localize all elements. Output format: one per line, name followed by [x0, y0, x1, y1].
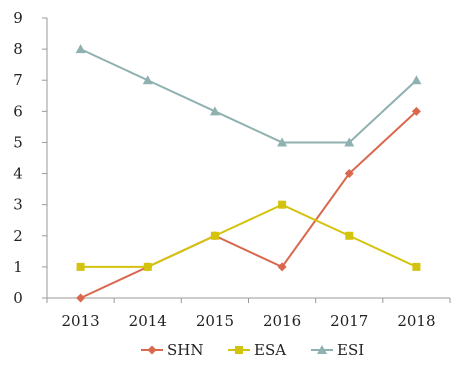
y-axis-ticks: 0 1 2 3 4 5 6 7 8 9	[13, 9, 47, 307]
series-line-shn	[80, 110, 418, 299]
legend-label: ESA	[254, 341, 286, 359]
data-point-esa	[412, 262, 421, 271]
data-point-esi	[142, 75, 153, 85]
y-tick-label: 2	[13, 227, 23, 245]
data-point-shn	[277, 262, 287, 272]
x-tick-label: 2016	[263, 312, 301, 330]
legend-marker	[235, 346, 243, 354]
data-point-esa	[278, 200, 287, 209]
y-tick-label: 1	[13, 258, 23, 276]
series-shn	[76, 106, 421, 303]
x-axis-ticks: 2013 2014 2015 2016 2017 2018	[46, 298, 451, 330]
y-tick-label: 7	[13, 71, 23, 89]
series-esa	[76, 200, 421, 271]
series-line-esi	[80, 48, 418, 144]
y-tick-label: 3	[13, 196, 23, 214]
data-point-esi	[75, 44, 86, 54]
data-point-shn	[344, 169, 354, 179]
data-point-esi	[344, 137, 355, 147]
y-tick-label: 5	[13, 133, 23, 151]
legend-marker	[317, 345, 327, 354]
legend-label: SHN	[167, 341, 203, 359]
data-point-esi	[411, 75, 422, 85]
y-tick-label: 9	[13, 9, 23, 27]
legend-marker	[147, 345, 157, 355]
series-line-esa	[80, 203, 417, 268]
x-tick-label: 2018	[397, 312, 435, 330]
legend-item-esi: ESI	[311, 341, 364, 359]
legend-label: ESI	[337, 341, 364, 359]
y-tick-label: 4	[13, 165, 23, 183]
legend: SHN ESA ESI	[141, 341, 364, 359]
legend-item-shn: SHN	[141, 341, 203, 359]
y-tick-label: 0	[13, 289, 23, 307]
data-point-esi	[277, 137, 288, 147]
data-point-shn	[76, 293, 86, 303]
x-tick-label: 2015	[196, 312, 234, 330]
x-tick-label: 2013	[61, 312, 99, 330]
series-group	[75, 44, 422, 303]
series-esi	[75, 44, 422, 147]
y-tick-label: 8	[13, 40, 23, 58]
x-tick-label: 2014	[129, 312, 167, 330]
x-tick-label: 2017	[330, 312, 368, 330]
data-point-esa	[210, 231, 219, 240]
data-point-esa	[345, 231, 354, 240]
axes	[46, 18, 450, 299]
y-tick-label: 6	[13, 102, 23, 120]
legend-item-esa: ESA	[228, 341, 286, 359]
data-point-shn	[411, 106, 421, 116]
data-point-esa	[143, 262, 152, 271]
data-point-esi	[209, 106, 220, 116]
data-point-esa	[76, 262, 85, 271]
